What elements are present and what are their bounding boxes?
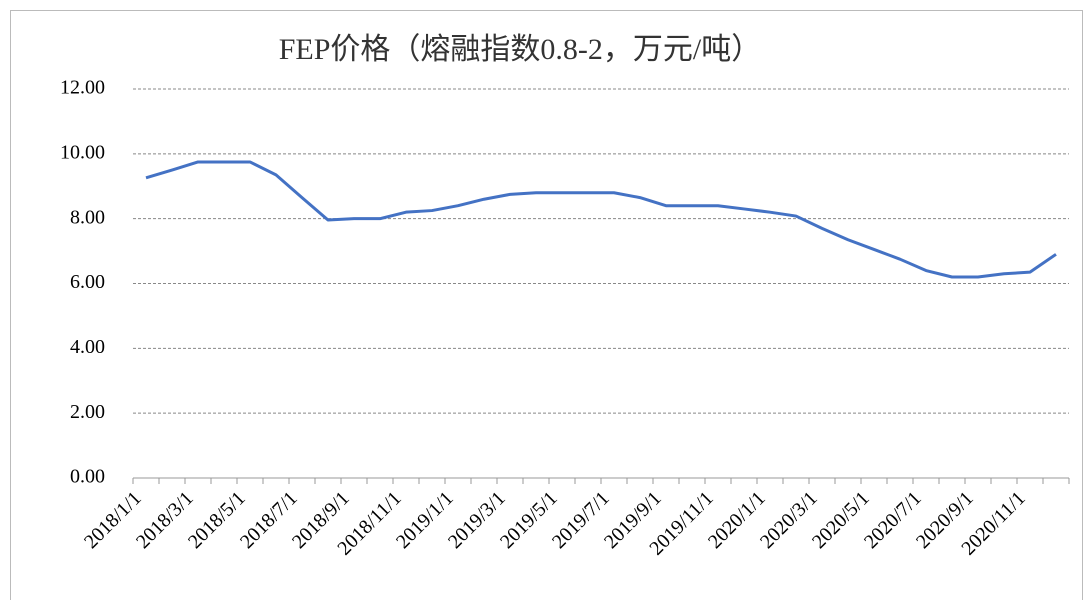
data-line [145,160,1057,279]
chart-title: FEP价格（熔融指数0.8-2，万元/吨） [279,33,762,66]
y-tick-label: 2.00 [70,401,105,423]
x-tick-label: 2018/5/1 [184,487,250,553]
x-tick-label: 2018/7/1 [236,487,302,553]
chart-frame [10,10,1083,600]
y-tick-label: 6.00 [70,271,105,293]
y-tick-label: 4.00 [70,336,105,358]
x-tick-label: 2020/3/1 [756,487,822,553]
x-tick-label: 2018/1/1 [80,487,146,553]
x-tick-label: 2020/5/1 [808,487,874,553]
y-tick-label: 8.00 [70,206,105,228]
x-tick-label: 2019/1/1 [392,487,458,553]
x-tick-label: 2018/3/1 [132,487,198,553]
y-tick-label: 10.00 [60,141,105,163]
x-tick-label: 2020/7/1 [860,487,926,553]
y-tick-label: 0.00 [70,466,105,488]
y-tick-label: 12.00 [60,77,105,99]
x-tick-label: 2019/7/1 [548,487,614,553]
x-tick-label: 2020/1/1 [704,487,770,553]
x-tick-label: 2019/3/1 [444,487,510,553]
x-tick-label: 2019/5/1 [496,487,562,553]
